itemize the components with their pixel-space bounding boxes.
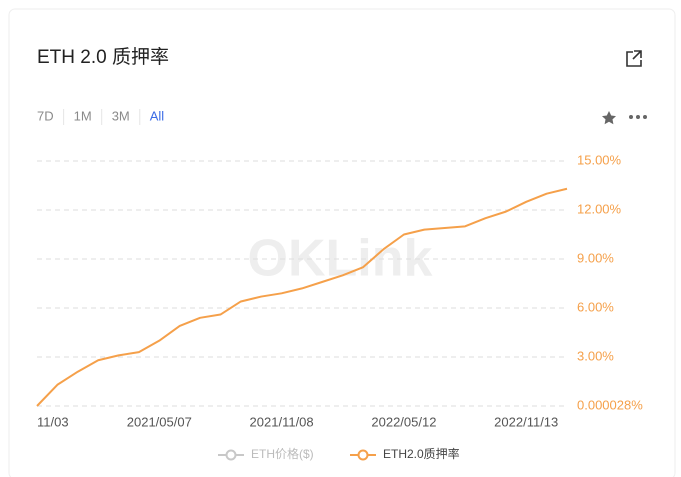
open-external-icon[interactable] <box>626 50 642 67</box>
icon-part <box>632 50 642 60</box>
legend-item[interactable]: ETH2.0质押率 <box>350 446 460 461</box>
legend-item[interactable]: ETH价格($) <box>218 446 314 461</box>
dot <box>629 115 633 119</box>
favorite-icon[interactable] <box>602 111 616 125</box>
legend-label: ETH2.0质押率 <box>383 446 460 461</box>
tab[interactable]: All <box>150 108 165 123</box>
tab[interactable]: 1M <box>74 108 92 123</box>
x-tick-label: 2022/11/13 <box>494 414 558 429</box>
x-tick-label: 2021/05/07 <box>127 414 192 429</box>
x-tick-label: 2021/11/08 <box>250 414 314 429</box>
y-tick-label: 15.00% <box>577 152 622 167</box>
card-title: ETH 2.0 质押率 <box>37 46 169 68</box>
plot: 0.000028% 3.00% 6.00% 9.00% 12.00% 15.00% 11/0… <box>36 152 643 429</box>
y-tick-label: 12.00% <box>577 201 622 216</box>
y-tick-label: 9.00% <box>577 250 614 265</box>
tab[interactable]: 3M <box>112 108 130 123</box>
tabs: 7D 1M 3M All <box>37 108 164 125</box>
y-tick-label: 3.00% <box>577 348 614 363</box>
line-series <box>36 187 568 407</box>
dot <box>643 115 647 119</box>
x-tick-label: 11/03 <box>37 414 69 429</box>
tab[interactable]: 7D <box>37 108 54 123</box>
icon-part <box>626 51 642 67</box>
card-frame <box>8 8 676 477</box>
legend-marker <box>225 449 237 461</box>
x-tick-label: 2022/05/12 <box>371 414 436 429</box>
more-icon[interactable] <box>629 115 647 119</box>
legend-marker <box>357 449 369 461</box>
dot <box>636 115 640 119</box>
legend: ETH价格($) ETH2.0质押率 <box>218 446 460 461</box>
legend-label: ETH价格($) <box>251 446 314 461</box>
y-tick-label: 6.00% <box>577 299 614 314</box>
y-tick-label: 0.000028% <box>577 397 643 412</box>
